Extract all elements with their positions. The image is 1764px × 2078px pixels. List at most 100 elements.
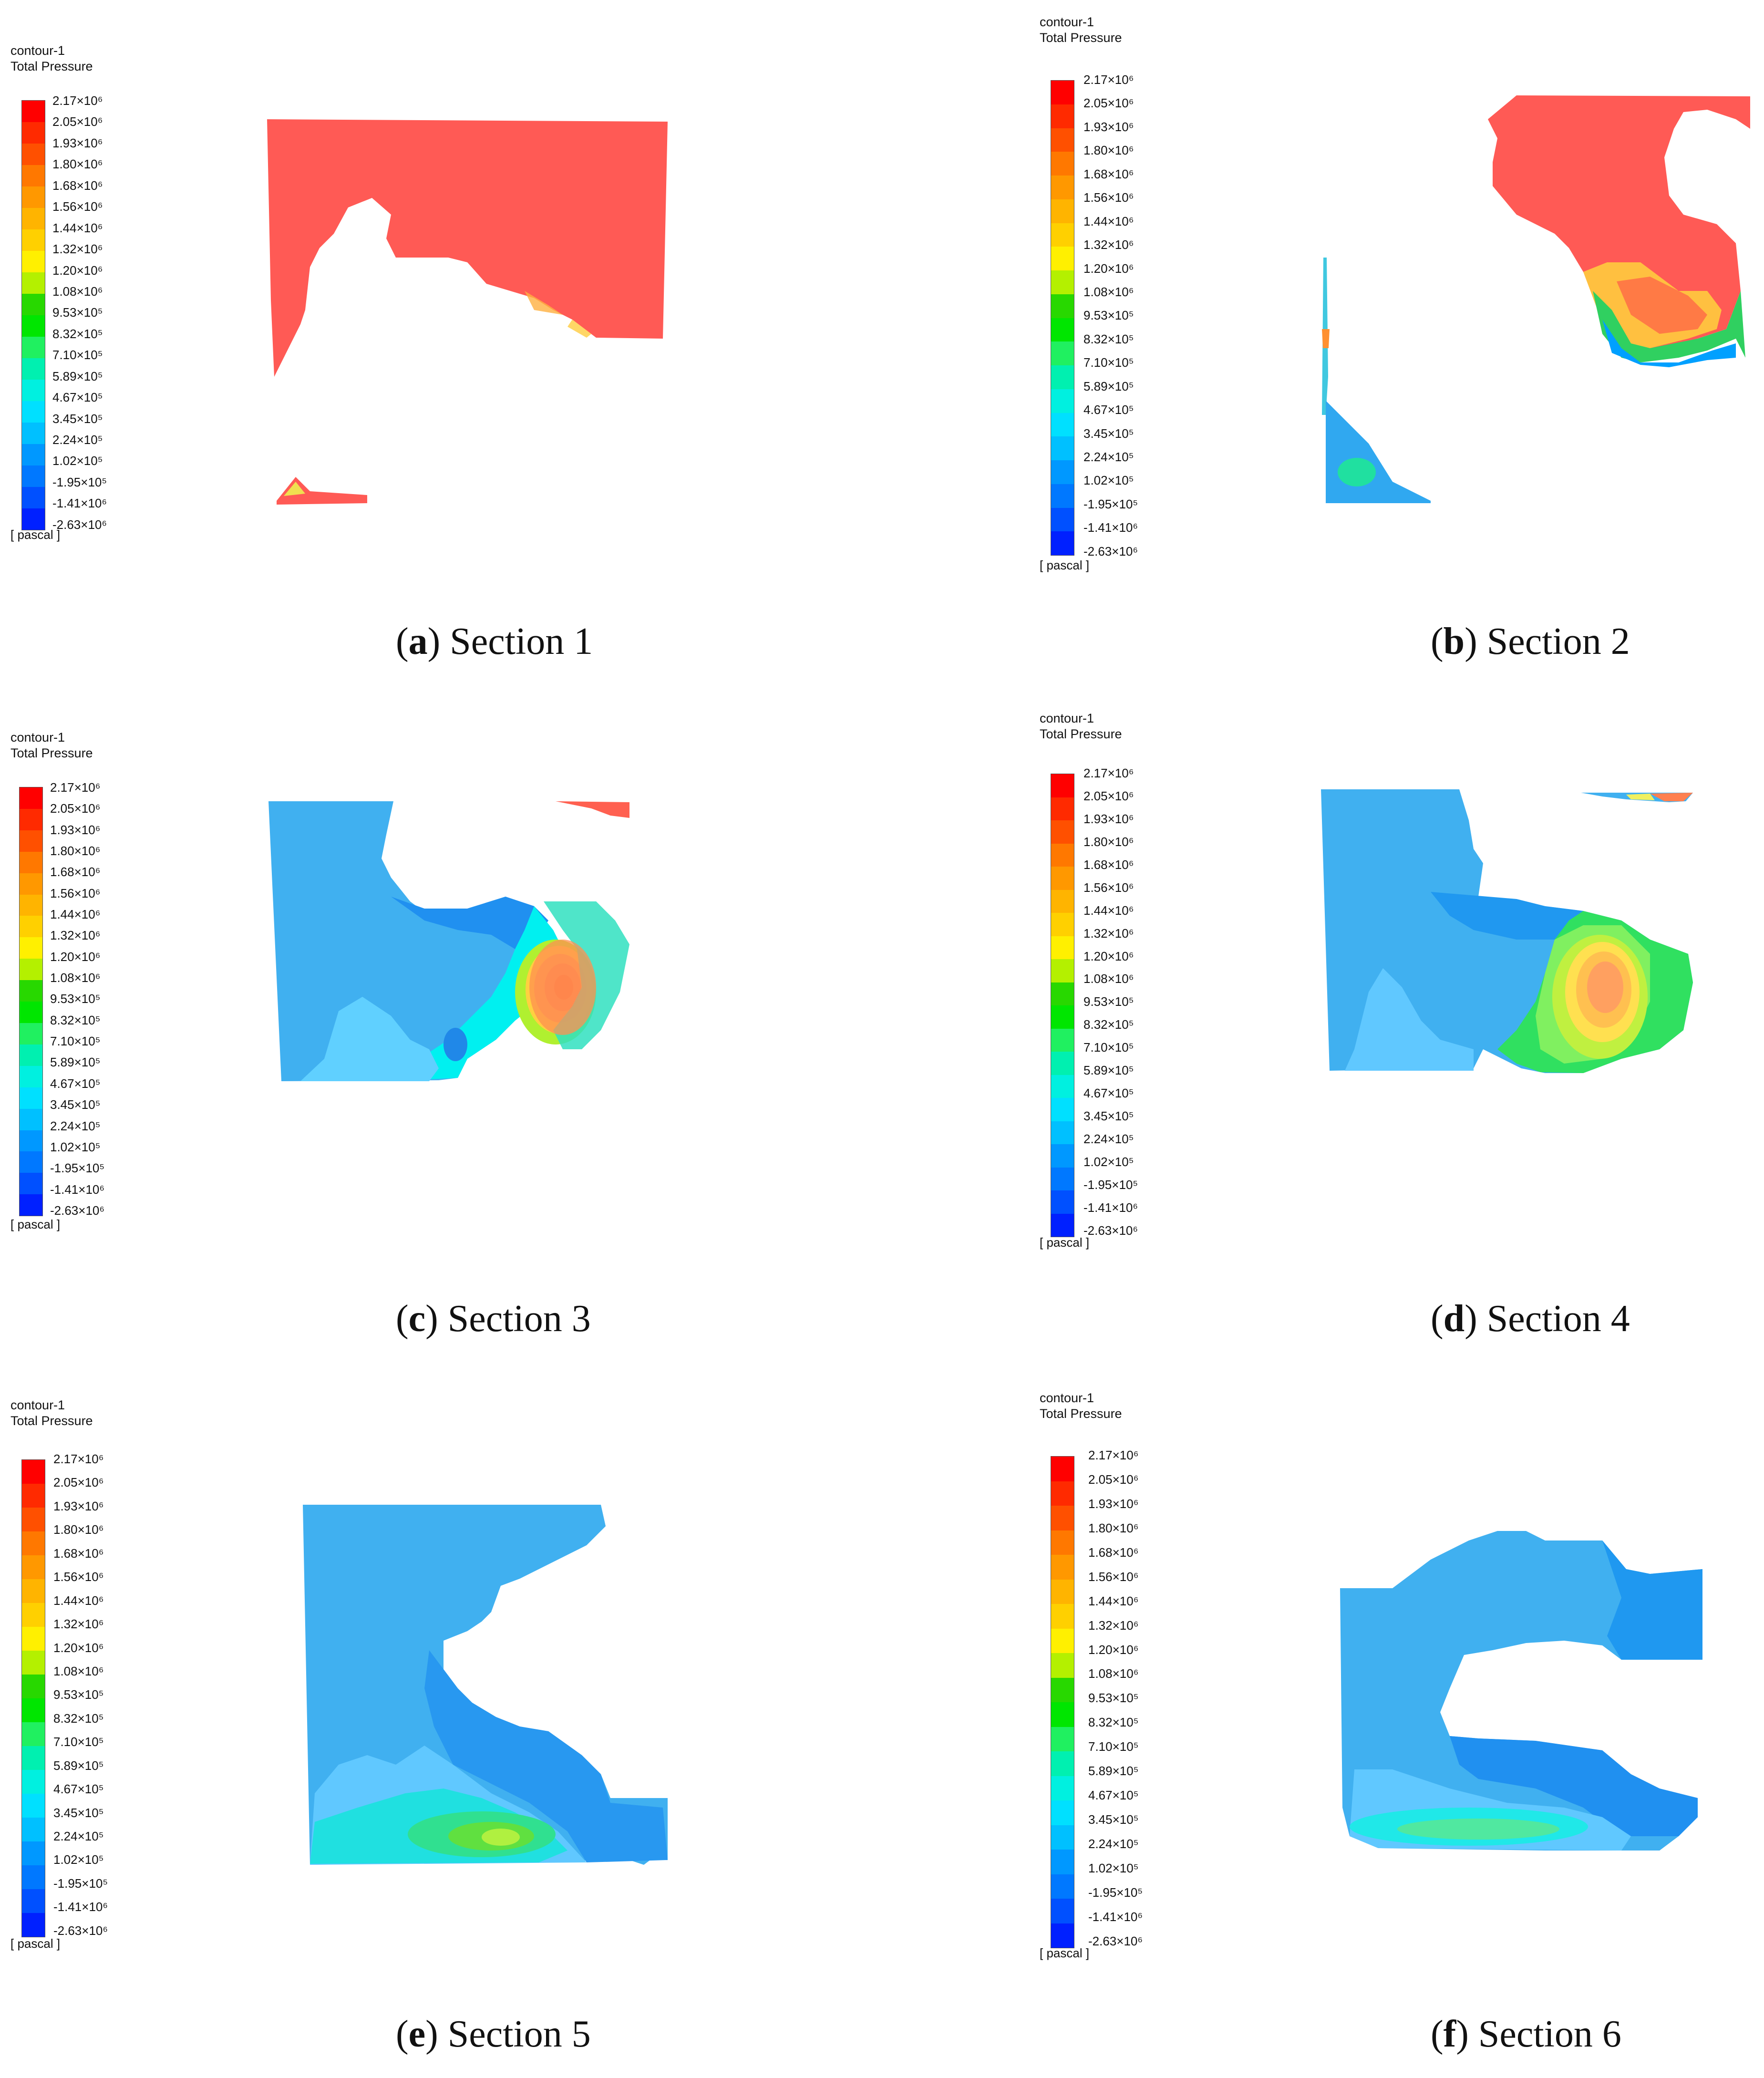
colorbar-tick-label: 1.02×10⁵ [1088, 1861, 1139, 1875]
colorbar-tick-label: 1.44×10⁶ [53, 1593, 104, 1608]
colorbar-tick-label: 8.32×10⁵ [1088, 1715, 1139, 1730]
colorbar-segment [22, 1865, 45, 1889]
colorbar-segment [1051, 1530, 1074, 1555]
pressure-gradient [1450, 1736, 1698, 1836]
colorbar-segment [1051, 247, 1074, 270]
colorbar-segment [1051, 1213, 1074, 1237]
colorbar-tick-label: 1.20×10⁶ [53, 1640, 104, 1655]
colorbar-segment [1051, 484, 1074, 508]
colorbar-segment [1051, 1052, 1074, 1075]
pressure-gradient [424, 1650, 668, 1862]
colorbar-unit: [ pascal ] [1040, 558, 1090, 572]
colorbar-tick-label: 1.20×10⁶ [50, 949, 101, 964]
colorbar-segment [1051, 460, 1074, 484]
colorbar-segment [22, 1913, 45, 1937]
colorbar-tick-label: 1.32×10⁶ [53, 1617, 104, 1632]
colorbar-tick-label: 9.53×10⁵ [52, 305, 103, 320]
pressure-gradient [1431, 892, 1602, 940]
colorbar-segment [20, 851, 42, 873]
colorbar-segment [1051, 1028, 1074, 1052]
colorbar-segment [22, 1555, 45, 1579]
colorbar-tick-label: 3.45×10⁵ [50, 1097, 101, 1112]
colorbar-segment [22, 1818, 45, 1841]
colorbar [21, 1459, 45, 1937]
pressure-peak [1397, 1819, 1559, 1840]
colorbar-tick-label: 8.32×10⁵ [1083, 331, 1134, 346]
pressure-region-high [267, 119, 668, 377]
colorbar-tick-label: -2.63×10⁶ [1088, 1933, 1143, 1948]
colorbar-tick-label: 3.45×10⁵ [1083, 426, 1134, 441]
colorbar-segment [1051, 1677, 1074, 1702]
colorbar-tick-label: 1.80×10⁶ [53, 1522, 104, 1537]
colorbar-tick-label: 2.05×10⁶ [1088, 1472, 1139, 1487]
colorbar-segment [1051, 1800, 1074, 1825]
colorbar-segment [22, 508, 45, 530]
colorbar-tick-label: 1.80×10⁶ [1083, 834, 1134, 849]
colorbar-segment [1051, 1075, 1074, 1098]
colorbar-tick-label: 3.45×10⁵ [1083, 1109, 1134, 1124]
colorbar-tick-label: 2.24×10⁵ [50, 1118, 101, 1133]
colorbar-tick-label: 2.17×10⁶ [52, 93, 103, 108]
colorbar-segment [1051, 436, 1074, 460]
colorbar-tick-label: -1.95×10⁵ [50, 1161, 105, 1176]
colorbar-tick-label: 2.24×10⁵ [52, 433, 103, 447]
colorbar-ticks: 2.17×10⁶ 2.05×10⁶ 1.93×10⁶ 1.80×10⁶ 1.68×10⁶… [1088, 1448, 1143, 1949]
colorbar-tick-label: 3.45×10⁵ [52, 411, 103, 426]
colorbar-tick-label: 1.44×10⁶ [50, 907, 101, 922]
pressure-gradient [1345, 968, 1474, 1071]
colorbar [1051, 774, 1074, 1237]
pressure-gradient [1593, 291, 1745, 362]
colorbar-segment [22, 1531, 45, 1555]
colorbar-segment [1051, 1751, 1074, 1776]
colorbar-tick-label: 2.05×10⁶ [53, 1475, 104, 1490]
colorbar-segment [20, 1173, 42, 1195]
colorbar [1051, 80, 1074, 556]
colorbar-segment [22, 1651, 45, 1675]
colorbar-tick-label: 1.08×10⁶ [1083, 284, 1134, 299]
colorbar-tick-label: 5.89×10⁵ [53, 1758, 104, 1773]
colorbar-segment [22, 315, 45, 337]
colorbar-segment [1051, 889, 1074, 913]
colorbar-segment [1051, 389, 1074, 413]
pressure-peak [1587, 961, 1623, 1013]
colorbar-segment [22, 122, 45, 144]
colorbar-segment [22, 444, 45, 465]
colorbar-unit: [ pascal ] [1040, 1235, 1090, 1250]
colorbar-tick-label: 2.17×10⁶ [1083, 766, 1134, 780]
colorbar-segment [1051, 531, 1074, 555]
colorbar-segment [20, 1044, 42, 1066]
colorbar-tick-label: 1.68×10⁶ [1088, 1545, 1139, 1560]
colorbar-tick-label: 5.89×10⁵ [1088, 1764, 1139, 1778]
colorbar-segment [20, 1023, 42, 1044]
colorbar-segment [1051, 1190, 1074, 1214]
colorbar-title: contour-1 Total Pressure [10, 1398, 93, 1428]
colorbar-segment [22, 358, 45, 380]
colorbar-segment [20, 1065, 42, 1087]
colorbar-segment [1051, 365, 1074, 389]
colorbar-tick-label: 1.02×10⁵ [1083, 1154, 1134, 1169]
colorbar-segment [22, 1460, 45, 1484]
pressure-gradient [1338, 458, 1376, 486]
pressure-gradient [391, 897, 548, 949]
colorbar-segment [22, 465, 45, 487]
colorbar-segment [20, 1130, 42, 1152]
pressure-peak [482, 1829, 520, 1846]
colorbar-segment [1051, 341, 1074, 365]
colorbar-tick-label: 2.24×10⁵ [53, 1829, 104, 1843]
colorbar-segment [20, 787, 42, 809]
colorbar-tick-label: -1.95×10⁵ [1083, 496, 1138, 511]
colorbar-segment [22, 294, 45, 315]
colorbar-tick-label: 7.10×10⁵ [1083, 1040, 1134, 1055]
colorbar-tick-label: 1.68×10⁶ [1083, 857, 1134, 872]
colorbar-segment [1051, 223, 1074, 247]
colorbar-segment [1051, 1899, 1074, 1923]
colorbar-tick-label: 1.02×10⁵ [1083, 473, 1134, 488]
colorbar-tick-label: 4.67×10⁵ [1083, 403, 1134, 417]
colorbar-segment [20, 1151, 42, 1173]
colorbar-segment [1051, 1098, 1074, 1121]
colorbar-segment [1051, 820, 1074, 844]
colorbar-segment [20, 916, 42, 938]
caption-d: (d) Section 4 [1431, 1298, 1630, 1340]
colorbar-segment [1051, 1923, 1074, 1948]
pressure-gradient-edge [567, 320, 591, 338]
